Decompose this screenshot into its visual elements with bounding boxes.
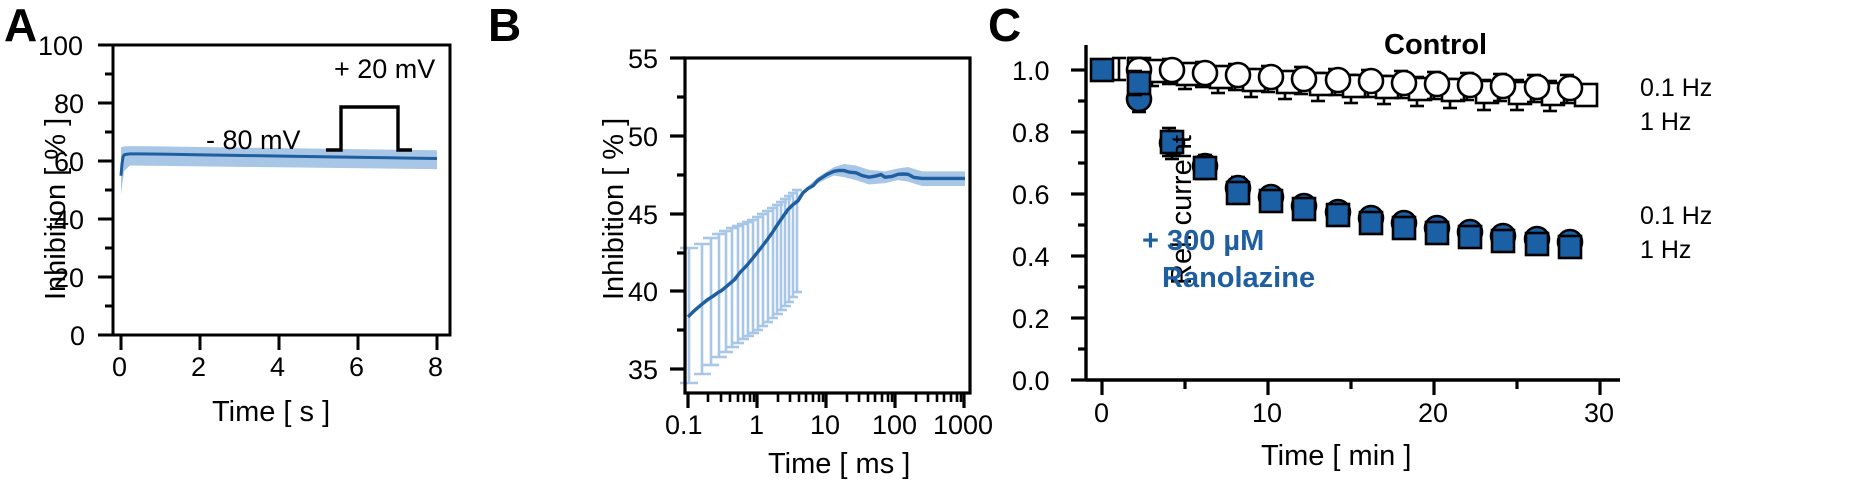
panel-c-xtick-20: 20 xyxy=(1418,398,1449,428)
panel-c-plot xyxy=(1071,45,1620,395)
panel-c-ytick-1p0: 1.0 xyxy=(1012,56,1050,86)
panel-a: A Inhibition [ % ] xyxy=(0,0,480,495)
panel-c: C Rel. current xyxy=(980,0,1868,495)
panel-a-xtick-6: 6 xyxy=(349,352,365,382)
panel-b-plot xyxy=(670,56,972,408)
panel-c-ranolazine-label-line1: + 300 µM xyxy=(1142,225,1265,257)
panel-c-legend-control-0p1hz: 0.1 Hz xyxy=(1640,74,1713,102)
panel-a-mean-line xyxy=(119,152,438,176)
panel-c-legend-control-1hz: 1 Hz xyxy=(1640,108,1692,136)
panel-c-ytick-0p8: 0.8 xyxy=(1012,118,1050,148)
panel-a-x-ticks xyxy=(119,335,439,350)
panel-b-ytick-40: 40 xyxy=(628,277,659,307)
marker-group-filled-square xyxy=(1089,57,1583,260)
panel-c-xtick-30: 30 xyxy=(1584,398,1615,428)
panel-b-y-ticks xyxy=(670,56,685,371)
panel-a-inset-top-label: + 20 mV xyxy=(334,54,436,84)
panel-b-ytick-55: 55 xyxy=(628,44,659,74)
panel-a-plot xyxy=(98,43,452,350)
panel-b-xtick-10: 10 xyxy=(810,410,841,440)
panel-c-ytick-0p2: 0.2 xyxy=(1012,304,1050,334)
panel-c-ranolazine-label-line2: Ranolazine xyxy=(1162,262,1316,294)
panel-b-ytick-50: 50 xyxy=(628,122,659,152)
panel-c-x-ticks xyxy=(1100,380,1602,395)
panel-a-xtick-8: 8 xyxy=(428,352,444,382)
panel-b-x-ticks-minor xyxy=(706,393,963,402)
panel-a-ytick-60: 60 xyxy=(54,147,85,177)
panel-a-ytick-100: 100 xyxy=(38,31,84,61)
panel-b-xtick-100: 100 xyxy=(872,410,918,440)
panel-b: B Inhibition [ % ] xyxy=(480,0,993,495)
panel-a-ytick-20: 20 xyxy=(54,263,85,293)
panel-c-letter: C xyxy=(988,0,1021,51)
panel-b-letter: B xyxy=(488,0,521,51)
panel-b-ylabel: Inhibition [ % ] xyxy=(598,117,630,300)
panel-a-xtick-0: 0 xyxy=(112,352,128,382)
panel-b-sd-band xyxy=(688,164,965,320)
panel-c-ytick-0p6: 0.6 xyxy=(1012,180,1050,210)
panel-c-control-label: Control xyxy=(1384,29,1488,61)
panel-c-xlabel: Time [ min ] xyxy=(1261,440,1412,472)
panel-a-inset-bottom-label: - 80 mV xyxy=(206,125,301,155)
panel-a-ytick-40: 40 xyxy=(54,205,85,235)
panel-b-mean-line xyxy=(686,168,965,319)
series-ranolazine-1hz xyxy=(1089,57,1583,260)
panel-a-y-ticks xyxy=(98,43,113,337)
panel-c-ytick-0p4: 0.4 xyxy=(1012,242,1050,272)
panel-b-xlabel: Time [ ms ] xyxy=(768,448,911,480)
panel-a-letter: A xyxy=(4,0,37,51)
panel-b-error-bars xyxy=(680,188,802,385)
panel-b-xtick-1000: 1000 xyxy=(933,410,994,440)
panel-a-xtick-4: 4 xyxy=(270,352,286,382)
panel-b-ytick-35: 35 xyxy=(628,355,659,385)
panel-c-xtick-0: 0 xyxy=(1094,398,1110,428)
panel-c-ytick-0p0: 0.0 xyxy=(1012,366,1050,396)
panel-b-ytick-45: 45 xyxy=(628,200,659,230)
panel-b-xtick-0p1: 0.1 xyxy=(665,410,703,440)
panel-a-xlabel: Time [ s ] xyxy=(212,396,331,428)
panel-b-xtick-1: 1 xyxy=(749,410,765,440)
panel-c-y-ticks xyxy=(1071,68,1086,382)
panel-a-ytick-80: 80 xyxy=(54,89,85,119)
panel-c-legend-rano-1hz: 1 Hz xyxy=(1640,236,1692,264)
panel-b-axes xyxy=(683,56,972,395)
panel-a-axes xyxy=(111,43,452,337)
panel-a-voltage-protocol xyxy=(326,105,412,152)
panel-a-ytick-0: 0 xyxy=(70,321,86,351)
panel-b-x-ticks-major xyxy=(686,393,966,408)
panel-a-xtick-2: 2 xyxy=(191,352,207,382)
panel-c-xtick-10: 10 xyxy=(1252,398,1283,428)
panel-c-legend-rano-0p1hz: 0.1 Hz xyxy=(1640,202,1713,230)
